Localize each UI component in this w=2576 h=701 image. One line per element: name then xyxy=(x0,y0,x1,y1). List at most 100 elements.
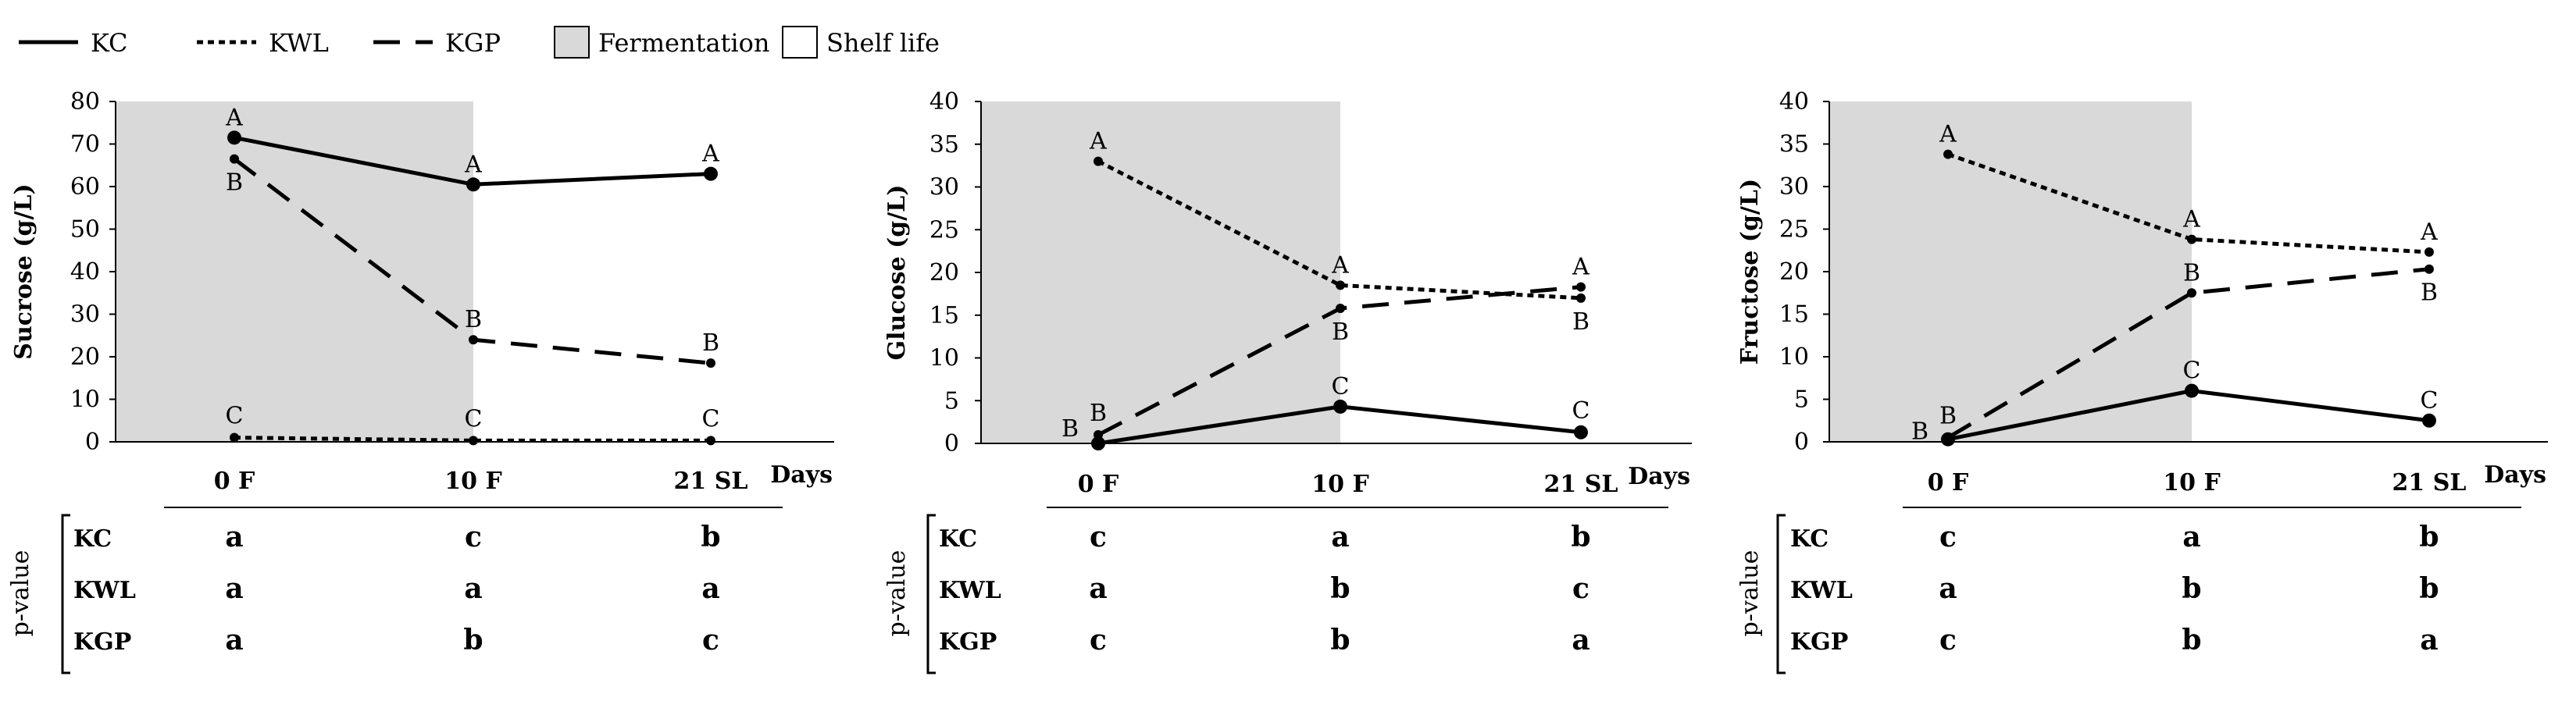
x-category-label: 21 SL xyxy=(1544,471,1618,498)
pvalue-cell: a xyxy=(2420,624,2438,657)
chart-panel-3: 0 5 10 15 20 25 30 35 40 Fructose (g/L) Days 0 F 10 … xyxy=(1736,88,2548,674)
x-axis-label: Days xyxy=(1628,463,1690,490)
significance-letter: A xyxy=(1331,251,1349,279)
x-category-label: 0 F xyxy=(1078,471,1119,498)
data-point-kc xyxy=(1333,399,1347,414)
x-category-label: 10 F xyxy=(1311,471,1369,498)
pvalue-cell: b xyxy=(2419,521,2439,553)
significance-letter: B xyxy=(226,169,243,197)
y-tick-label: 30 xyxy=(70,301,100,329)
pvalue-row-label: KGP xyxy=(73,628,131,656)
significance-letter: C xyxy=(2183,358,2201,385)
significance-letter: B xyxy=(702,329,719,357)
data-point-kgp xyxy=(2187,288,2196,298)
significance-letter: C xyxy=(702,405,720,432)
pvalue-cell: a xyxy=(225,572,243,605)
pvalue-cell: c xyxy=(702,624,719,657)
series-line-kwl xyxy=(234,436,711,443)
data-point-kwl xyxy=(2187,234,2196,244)
pvalue-cell: c xyxy=(1090,624,1107,657)
significance-letter: B xyxy=(1911,418,1928,446)
pvalue-cell: a xyxy=(1572,624,1589,657)
data-point-kgp xyxy=(1094,430,1103,440)
pvalue-cell: a xyxy=(2182,521,2200,553)
pvalue-cell: a xyxy=(464,572,482,605)
y-tick-label: 10 xyxy=(929,345,959,372)
pvalue-cell: b xyxy=(701,521,720,553)
significance-letter: B xyxy=(2421,279,2438,307)
significance-letter: A xyxy=(2420,219,2438,246)
data-point-kwl xyxy=(230,432,239,443)
data-point-kc xyxy=(2185,383,2199,398)
significance-letter: A xyxy=(225,104,243,131)
x-category-label: 10 F xyxy=(444,468,502,495)
pvalue-cell: b xyxy=(1330,572,1350,605)
y-tick-label: 20 xyxy=(70,343,100,371)
chart-panel-1: 0 10 20 30 40 50 60 70 80 Sucrose (g/L) Days 0 F 10 … xyxy=(7,88,834,674)
legend-label-kc: KC xyxy=(91,28,128,58)
pvalue-row-label: KGP xyxy=(939,628,997,656)
pvalue-cell: a xyxy=(1939,572,1957,605)
table-bracket xyxy=(926,514,936,674)
legend-label-kwl: KWL xyxy=(269,28,329,58)
data-point-kc xyxy=(1091,436,1105,450)
pvalue-row-label: KC xyxy=(73,525,112,553)
pvalue-cell: b xyxy=(2182,572,2201,605)
pvalue-row-label: KC xyxy=(939,525,977,553)
y-tick-label: 15 xyxy=(929,302,959,329)
significance-letter: A xyxy=(464,151,482,178)
data-point-kc xyxy=(227,130,241,145)
y-tick-label: 10 xyxy=(70,386,100,414)
pvalue-label: p-value xyxy=(883,550,911,637)
pvalue-cell: c xyxy=(1939,521,1957,553)
pvalue-cell: b xyxy=(1571,521,1590,553)
x-category-label: 0 F xyxy=(1928,469,1969,496)
data-point-kgp xyxy=(1943,432,1953,443)
x-category-label: 21 SL xyxy=(2392,469,2467,496)
significance-letter: A xyxy=(1089,128,1107,155)
fermentation-shade xyxy=(116,101,473,442)
data-point-kgp xyxy=(1576,282,1586,292)
chart-panel-2: 0 5 10 15 20 25 30 35 40 Glucose (g/L) Days 0 F 10 F… xyxy=(883,88,1692,674)
table-bracket xyxy=(61,514,70,674)
pvalue-cell: a xyxy=(225,624,243,657)
legend-box-label-0: Fermentation xyxy=(598,28,769,58)
y-tick-label: 70 xyxy=(70,131,100,158)
y-tick-label: 30 xyxy=(1779,173,1809,201)
y-tick-label: 15 xyxy=(1779,301,1809,329)
significance-letter: B xyxy=(1061,415,1079,443)
pvalue-row-label: KGP xyxy=(1790,628,1848,656)
y-tick-label: 40 xyxy=(929,88,959,116)
pvalue-cell: b xyxy=(2182,624,2201,657)
y-tick-label: 0 xyxy=(944,430,959,457)
y-tick-label: 0 xyxy=(1794,429,1809,456)
pvalue-label: p-value xyxy=(1736,550,1764,637)
data-point-kwl xyxy=(2424,247,2434,257)
y-axis-label: Sucrose (g/L) xyxy=(10,183,37,359)
x-category-label: 0 F xyxy=(214,468,255,495)
significance-letter: A xyxy=(1572,254,1589,281)
fermentation-shade xyxy=(1829,101,2192,442)
y-tick-label: 5 xyxy=(944,387,959,415)
legend: KC KWL KGP Fermentation Shelf life xyxy=(19,26,940,59)
y-tick-label: 35 xyxy=(929,131,959,158)
legend-swatch-1 xyxy=(782,26,818,59)
significance-letter: B xyxy=(1090,400,1107,427)
y-tick-label: 20 xyxy=(1779,258,1809,286)
data-point-kc xyxy=(704,166,718,181)
y-tick-label: 40 xyxy=(1779,88,1809,116)
significance-letter: C xyxy=(226,403,244,430)
table-bracket xyxy=(1776,514,1786,674)
significance-letter: C xyxy=(1572,397,1590,425)
y-tick-label: 60 xyxy=(70,173,100,201)
legend-swatch-0 xyxy=(554,26,590,59)
data-point-kc xyxy=(466,177,480,192)
significance-letter: B xyxy=(1332,318,1349,346)
series-line-kwl xyxy=(1947,152,2430,254)
y-tick-label: 25 xyxy=(929,216,959,244)
data-point-kgp xyxy=(469,335,478,345)
data-point-kc xyxy=(2422,413,2436,428)
data-point-kwl xyxy=(1943,149,1953,159)
y-tick-label: 35 xyxy=(1779,131,1809,158)
